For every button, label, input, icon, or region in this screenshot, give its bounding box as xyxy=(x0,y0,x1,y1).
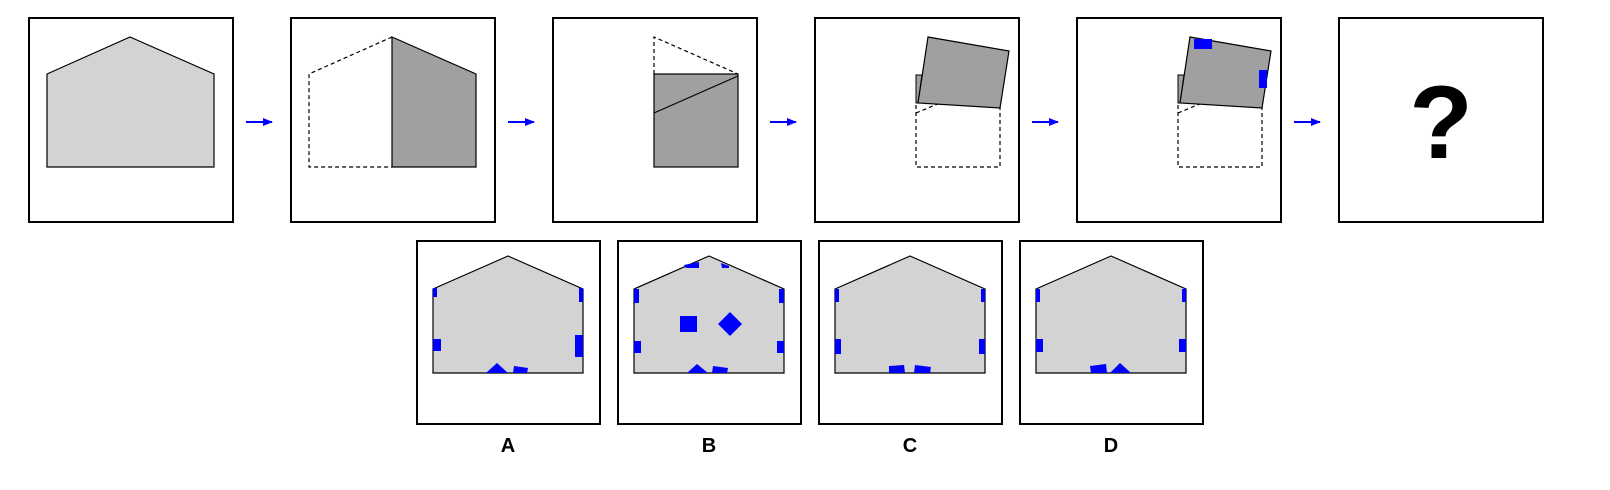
option-b-hole xyxy=(779,289,784,303)
step-5-folded-piece xyxy=(1179,36,1272,109)
option-c-hole xyxy=(835,289,839,302)
step-3-folded-block xyxy=(653,73,739,168)
step-5-hole-right xyxy=(1259,70,1267,88)
option-b-hole xyxy=(634,341,641,353)
step-2-folded-half xyxy=(391,36,477,168)
option-d-hole xyxy=(1090,364,1107,373)
step-2-dashed-outline xyxy=(308,36,393,168)
step-2-panel xyxy=(290,17,496,223)
option-b-paper xyxy=(633,255,785,374)
option-a-hole xyxy=(433,339,441,351)
option-d[interactable]: D xyxy=(1019,240,1204,457)
option-b-hole xyxy=(712,366,728,373)
step-5-hole-top xyxy=(1194,39,1212,49)
option-c-paper xyxy=(834,255,986,374)
step-1-paper xyxy=(46,36,215,168)
option-d-hole xyxy=(1110,363,1131,373)
option-d-paper xyxy=(1035,255,1187,374)
step-1-panel xyxy=(28,17,234,223)
question-mark: ? xyxy=(1409,65,1473,181)
option-c-hole xyxy=(979,339,985,354)
option-b-hole xyxy=(687,364,708,373)
question-frame xyxy=(1338,17,1544,223)
option-a-hole xyxy=(575,335,583,357)
option-a-paper xyxy=(432,255,584,374)
option-b-hole xyxy=(721,263,729,268)
option-a-hole xyxy=(433,288,437,297)
option-b-hole xyxy=(684,262,699,268)
option-c-hole xyxy=(835,339,841,354)
option-a-hole xyxy=(513,366,528,373)
step-3-panel xyxy=(552,17,758,223)
option-b-label: B xyxy=(702,435,716,457)
step-4-panel xyxy=(814,17,1020,223)
option-d-hole xyxy=(1036,289,1040,302)
option-d-hole xyxy=(1182,289,1186,302)
option-c-hole xyxy=(914,365,931,373)
option-c-hole xyxy=(981,289,985,302)
option-b-hole xyxy=(718,312,742,336)
option-c[interactable]: C xyxy=(818,240,1003,457)
step-3-dashed-roof xyxy=(653,36,739,75)
step-3-fold-edge xyxy=(653,75,739,114)
step-5-dashed-lower xyxy=(1177,102,1263,168)
option-a-label: A xyxy=(501,435,515,457)
option-c-label: C xyxy=(903,435,917,457)
option-c-hole xyxy=(889,365,905,373)
question-panel: ? xyxy=(1338,17,1544,223)
option-b[interactable]: B xyxy=(617,240,802,457)
option-b-hole xyxy=(634,289,639,303)
option-b-hole xyxy=(777,341,784,353)
option-d-hole xyxy=(1179,339,1186,352)
option-d-label: D xyxy=(1104,435,1118,457)
option-a-hole xyxy=(486,363,508,373)
option-a[interactable]: A xyxy=(416,240,601,457)
option-a-hole xyxy=(579,288,583,302)
step-4-dashed-lower xyxy=(915,102,1001,168)
option-b-hole xyxy=(680,316,697,332)
option-d-hole xyxy=(1036,339,1043,352)
step-4-folded-piece xyxy=(917,36,1010,109)
step-5-panel xyxy=(1076,17,1282,223)
